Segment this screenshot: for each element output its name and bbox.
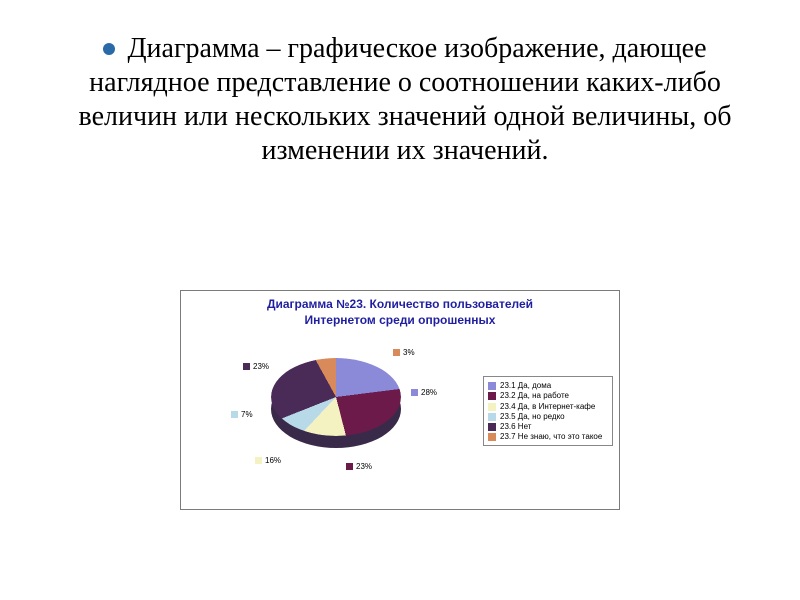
swatch-icon [243, 363, 250, 370]
legend-item: 23.7 Не знаю, что это такое [488, 432, 608, 441]
chart-title-line2: Интернетом среди опрошенных [305, 313, 496, 327]
slice-percent: 3% [403, 348, 415, 357]
chart-body: 28% 23% 16% 7% 23% 3% [181, 328, 619, 498]
chart-title-line1: Диаграмма №23. Количество пользователей [267, 297, 533, 311]
legend-text: 23.1 Да, дома [500, 381, 608, 390]
slice-percent: 16% [265, 456, 281, 465]
swatch-icon [255, 457, 262, 464]
swatch-icon [488, 423, 496, 431]
swatch-icon [488, 382, 496, 390]
legend-text: 23.5 Да, но редко [500, 412, 608, 421]
legend-item: 23.1 Да, дома [488, 381, 608, 390]
legend-item: 23.4 Да, в Интернет-кафе [488, 402, 608, 411]
slice-label: 23% [243, 362, 269, 371]
legend-item: 23.6 Нет [488, 422, 608, 431]
chart-title: Диаграмма №23. Количество пользователей … [181, 291, 619, 328]
chart-frame: Диаграмма №23. Количество пользователей … [180, 290, 620, 510]
slice-percent: 7% [241, 410, 253, 419]
legend-item: 23.5 Да, но редко [488, 412, 608, 421]
slice-percent: 23% [356, 462, 372, 471]
swatch-icon [488, 403, 496, 411]
slice-label: 3% [393, 348, 415, 357]
swatch-icon [411, 389, 418, 396]
definition-block: Диаграмма – графическое изображение, даю… [70, 32, 740, 169]
swatch-icon [346, 463, 353, 470]
slice-percent: 28% [421, 388, 437, 397]
swatch-icon [488, 433, 496, 441]
swatch-icon [393, 349, 400, 356]
legend-item: 23.2 Да, на работе [488, 391, 608, 400]
legend-text: 23.6 Нет [500, 422, 608, 431]
slice-percent: 23% [253, 362, 269, 371]
swatch-icon [488, 413, 496, 421]
slice-label: 7% [231, 410, 253, 419]
slice-label: 28% [411, 388, 437, 397]
slice-label: 16% [255, 456, 281, 465]
legend-text: 23.7 Не знаю, что это такое [500, 432, 608, 441]
legend: 23.1 Да, дома 23.2 Да, на работе 23.4 Да… [483, 376, 613, 446]
bullet-icon [103, 43, 115, 55]
legend-text: 23.4 Да, в Интернет-кафе [500, 402, 608, 411]
swatch-icon [488, 392, 496, 400]
slide: Диаграмма – графическое изображение, даю… [0, 0, 800, 600]
swatch-icon [231, 411, 238, 418]
definition-text: Диаграмма – графическое изображение, даю… [79, 33, 732, 166]
legend-text: 23.2 Да, на работе [500, 391, 608, 400]
slice-label: 23% [346, 462, 372, 471]
